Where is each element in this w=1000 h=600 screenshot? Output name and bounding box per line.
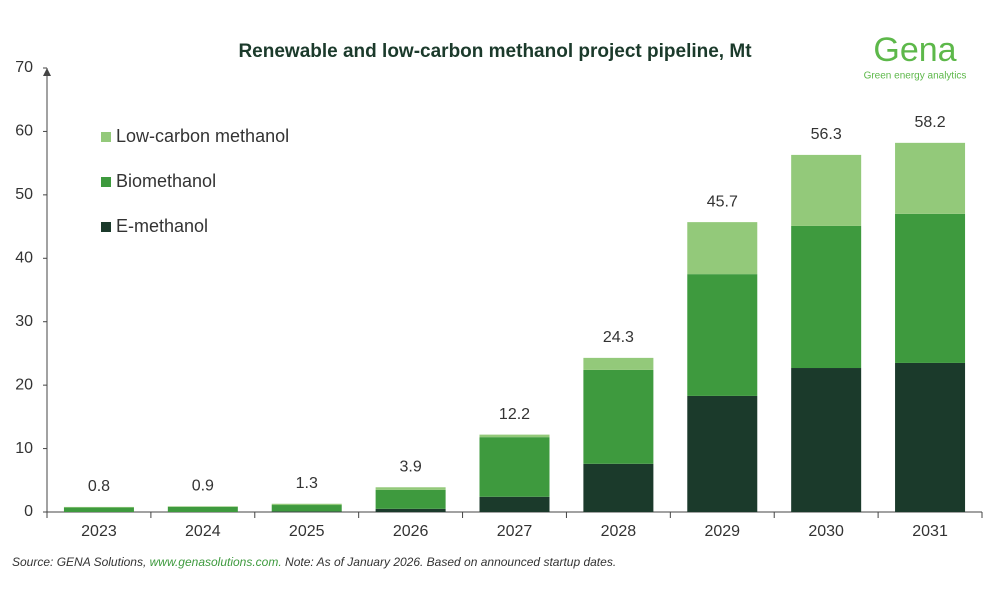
bar-segment xyxy=(583,369,654,464)
y-tick-label: 0 xyxy=(24,503,33,520)
x-tick-label: 2025 xyxy=(289,523,325,540)
bar-segment xyxy=(271,503,342,506)
y-tick-label: 70 xyxy=(15,59,33,76)
bar-segment xyxy=(791,368,862,512)
bar-segment xyxy=(167,506,238,512)
x-tick-label: 2027 xyxy=(497,523,533,540)
y-tick-label: 60 xyxy=(15,123,33,140)
bar-segment xyxy=(271,505,342,512)
x-tick-label: 2023 xyxy=(81,523,117,540)
bar-segment xyxy=(479,496,550,512)
total-label: 12.2 xyxy=(499,406,530,423)
bar-segment xyxy=(687,395,758,512)
bar-segment xyxy=(791,154,862,226)
legend-swatch xyxy=(101,132,111,142)
legend-swatch xyxy=(101,222,111,232)
x-tick-label: 2024 xyxy=(185,523,221,540)
logo: Gena xyxy=(873,31,956,69)
footnote-note: Note: As of January 2026. Based on annou… xyxy=(282,555,616,569)
logo-tagline: Green energy analytics xyxy=(864,71,967,82)
y-tick-label: 40 xyxy=(15,250,33,267)
bar-segment xyxy=(791,225,862,369)
y-tick-label: 20 xyxy=(15,376,33,393)
x-tick-label: 2029 xyxy=(704,523,740,540)
total-label: 45.7 xyxy=(707,193,738,210)
footnote: Source: GENA Solutions, www.genasolution… xyxy=(12,555,616,569)
x-tick-label: 2030 xyxy=(808,523,844,540)
bar-segment xyxy=(375,508,446,512)
y-tick-label: 50 xyxy=(15,186,33,203)
total-label: 0.8 xyxy=(88,478,110,495)
bar-segment xyxy=(895,142,966,214)
legend-label: E-methanol xyxy=(116,216,208,236)
total-label: 3.9 xyxy=(399,458,421,475)
bar-segment xyxy=(375,487,446,490)
total-label: 24.3 xyxy=(603,329,634,346)
legend-swatch xyxy=(101,177,111,187)
bar-segment xyxy=(583,463,654,512)
total-label: 0.9 xyxy=(192,478,214,495)
y-tick-label: 10 xyxy=(15,440,33,457)
footnote-source: Source: GENA Solutions, xyxy=(12,555,150,569)
bar-segment xyxy=(479,434,550,438)
footnote-link: www.genasolutions.com. xyxy=(150,555,282,569)
bar-segment xyxy=(583,357,654,370)
x-tick-label: 2026 xyxy=(393,523,429,540)
x-tick-label: 2031 xyxy=(912,523,948,540)
total-label: 58.2 xyxy=(914,114,945,131)
legend-label: Low-carbon methanol xyxy=(116,126,289,146)
bar-segment xyxy=(687,274,758,396)
bar-segment xyxy=(63,507,134,512)
chart-title: Renewable and low-carbon methanol projec… xyxy=(238,41,752,62)
total-label: 56.3 xyxy=(811,126,842,143)
bar-segment xyxy=(479,437,550,497)
y-tick-label: 30 xyxy=(15,313,33,330)
x-tick-label: 2028 xyxy=(601,523,637,540)
bar-segment xyxy=(167,506,238,507)
bar-segment xyxy=(895,213,966,363)
y-axis-arrow xyxy=(43,68,51,76)
bar-segment xyxy=(687,222,758,275)
bar-segment xyxy=(895,362,966,512)
total-label: 1.3 xyxy=(296,475,318,492)
bar-segment xyxy=(63,506,134,508)
bar-segment xyxy=(271,511,342,512)
bar-segment xyxy=(375,489,446,509)
legend-label: Biomethanol xyxy=(116,171,216,191)
